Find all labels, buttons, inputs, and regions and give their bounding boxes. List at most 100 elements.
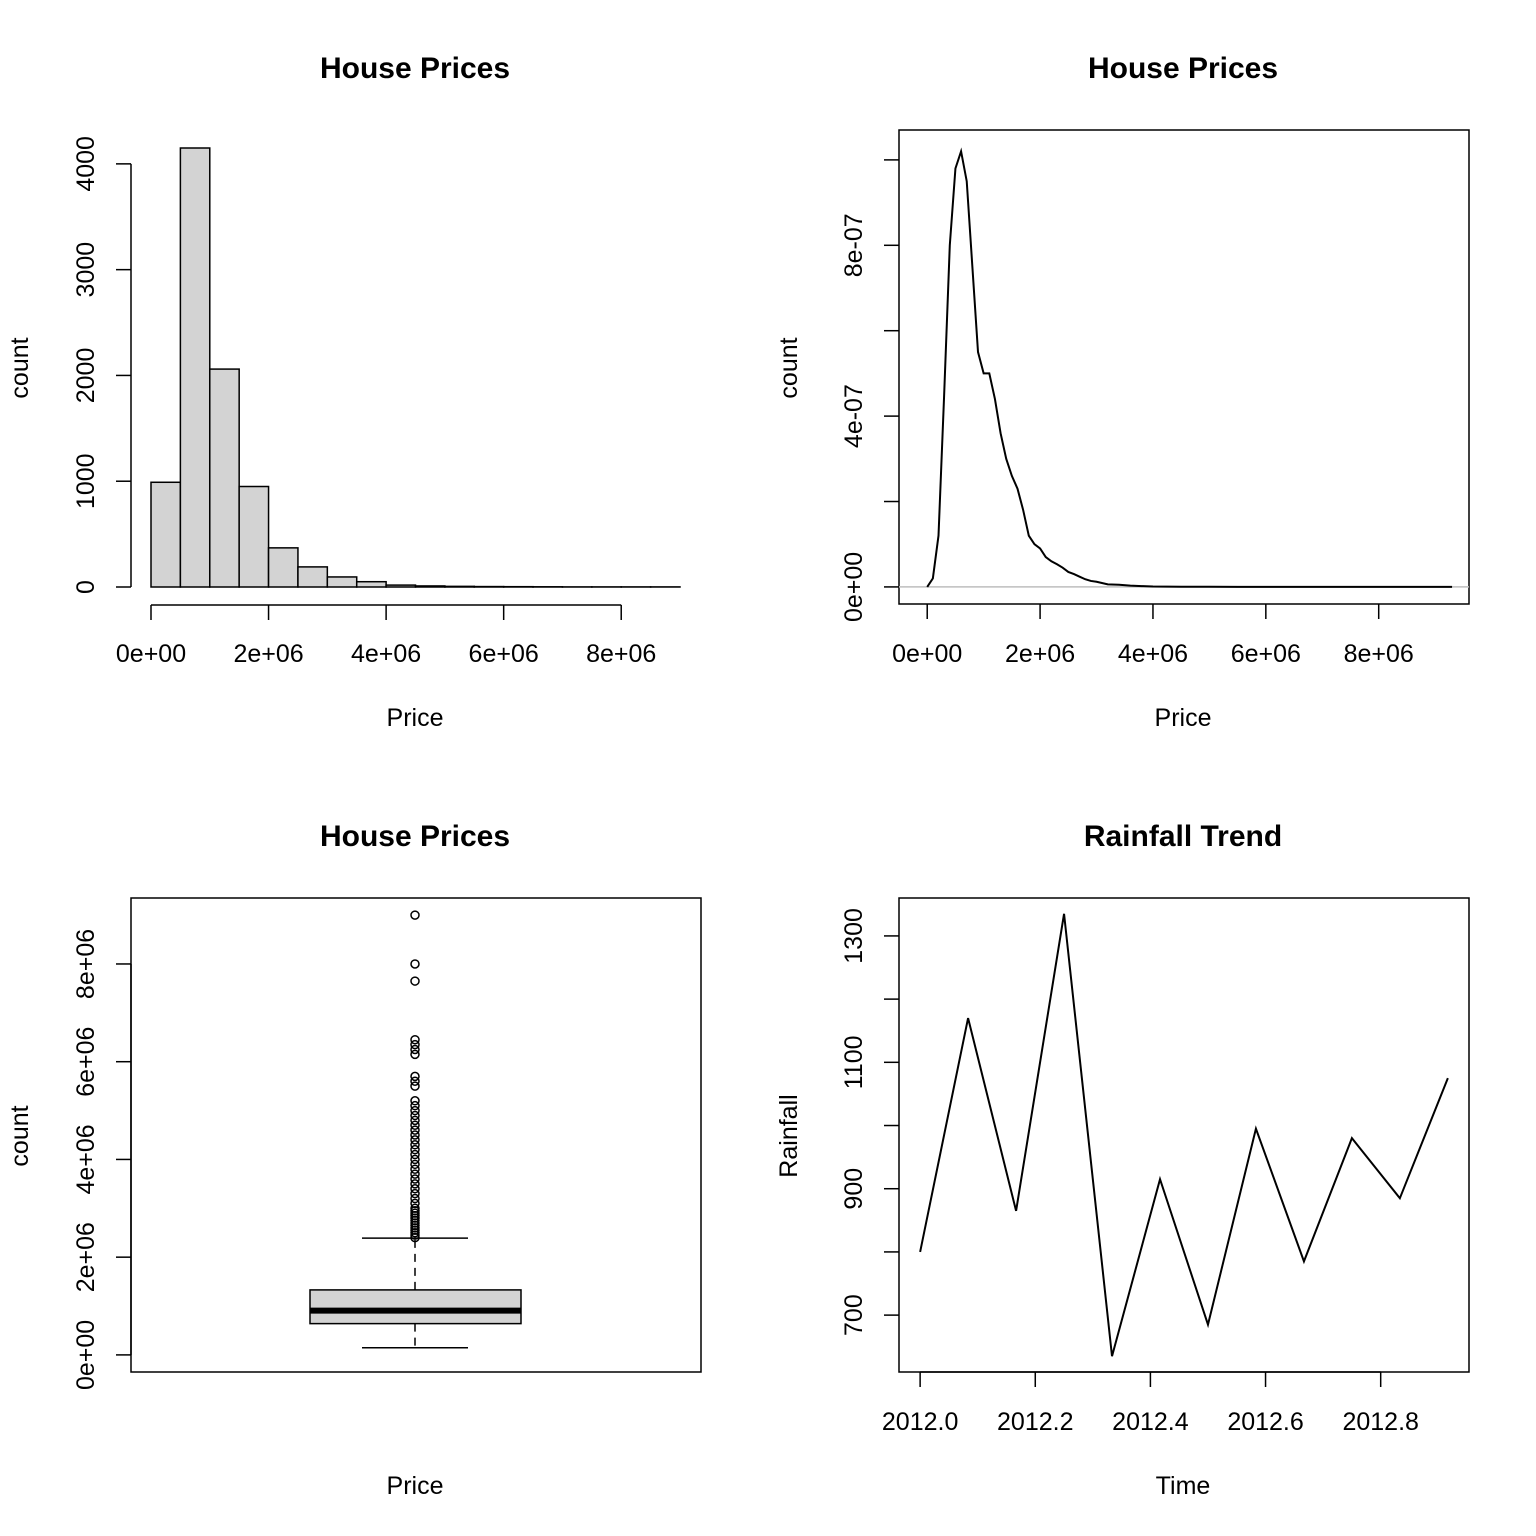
histogram-xlabel: Price: [387, 704, 444, 732]
density-y-axis: 0e+00 4e-07 8e-07: [840, 159, 899, 622]
rainfall-xlabel: Time: [1156, 1472, 1211, 1500]
x-tick-label: 2012.4: [1112, 1408, 1189, 1436]
outlier-point: [410, 1149, 420, 1160]
outlier-point: [410, 1135, 420, 1145]
x-tick-label: 6e+06: [1231, 640, 1301, 668]
y-tick-label: 0e+00: [840, 552, 868, 622]
rainfall-line: [919, 913, 1449, 1357]
histogram-bars: [150, 147, 681, 588]
density-ylabel: count: [775, 337, 803, 398]
y-tick-label: 4e-07: [840, 384, 868, 448]
outlier-point: [410, 1100, 420, 1111]
y-tick-label: 4000: [72, 136, 100, 192]
x-tick-label: 6e+06: [469, 640, 539, 668]
histogram-bar: [444, 585, 476, 588]
boxplot-plot-area: [309, 910, 522, 1349]
density-title: House Prices: [1088, 52, 1278, 85]
x-tick-label: 2012.8: [1342, 1408, 1418, 1436]
outlier-point: [410, 1034, 420, 1045]
x-tick-label: 4e+06: [1118, 640, 1188, 668]
y-tick-label: 1100: [840, 1035, 868, 1089]
outlier-point: [410, 1232, 420, 1243]
boxplot-ylabel: count: [6, 1105, 34, 1166]
outlier-point: [410, 1081, 420, 1091]
outlier-point: [410, 1105, 420, 1116]
rainfall-plot-box: [898, 897, 1470, 1373]
y-tick-label: 0: [72, 580, 100, 594]
x-tick-label: 0e+00: [116, 640, 186, 668]
outlier-point: [410, 1110, 420, 1121]
y-tick-label: 3000: [72, 242, 100, 298]
x-tick-label: 2e+06: [1005, 640, 1075, 668]
rainfall-plot-area: [919, 913, 1449, 1357]
y-tick-label: 8e-07: [840, 213, 868, 277]
density-xlabel: Price: [1155, 704, 1212, 732]
outlier-point: [410, 1076, 420, 1086]
outlier-point: [410, 1193, 420, 1204]
y-tick-label: 2e+06: [72, 1222, 100, 1292]
histogram-bar: [414, 585, 446, 588]
y-tick-label: 700: [840, 1294, 868, 1336]
outlier-point: [410, 1159, 420, 1170]
histogram-bar: [385, 584, 417, 588]
outlier-point: [410, 1188, 420, 1199]
density-x-axis: 0e+00 2e+06 4e+06 6e+06 8e+06: [892, 604, 1414, 668]
histogram-x-axis: 0e+00 2e+06 4e+06 6e+06 8e+06: [116, 604, 656, 668]
outlier-point: [410, 1096, 420, 1106]
histogram-bar: [238, 485, 270, 588]
outlier-point: [410, 1144, 420, 1155]
x-tick-label: 2012.2: [997, 1408, 1073, 1436]
density-plot-area: [899, 147, 1469, 588]
boxplot-xlabel: Price: [387, 1472, 444, 1500]
x-tick-label: 0e+00: [892, 640, 962, 668]
histogram-title: House Prices: [320, 52, 510, 85]
outlier-point: [410, 1174, 420, 1184]
rainfall-x-axis: 2012.0 2012.2 2012.4 2012.6 2012.8: [882, 1371, 1419, 1436]
outlier-point: [410, 1130, 420, 1140]
outlier-point: [410, 959, 420, 969]
histogram-bar: [150, 481, 182, 588]
outlier-point: [410, 1044, 420, 1055]
histogram-bar: [326, 576, 358, 588]
x-tick-label: 8e+06: [586, 640, 656, 668]
outlier-point: [410, 1049, 420, 1060]
y-tick-label: 900: [840, 1168, 868, 1210]
y-tick-label: 1300: [840, 908, 868, 964]
outlier-point: [410, 976, 420, 986]
density-panel: House Prices Price count 0e+00 2e+06 4e+06…: [775, 52, 1470, 732]
histogram-panel: House Prices Price count 0e+00 2e+06 4e+06…: [6, 52, 681, 732]
outlier-point: [410, 1071, 420, 1082]
x-tick-label: 8e+06: [1344, 640, 1414, 668]
rainfall-panel: Rainfall Trend Time Rainfall 2012.0 2012.…: [775, 820, 1470, 1500]
outlier-point: [410, 1169, 420, 1179]
y-tick-label: 0e+00: [72, 1320, 100, 1390]
box: [309, 1289, 522, 1325]
outlier-point: [410, 910, 420, 920]
outlier-point: [410, 1125, 420, 1135]
rainfall-ylabel: Rainfall: [775, 1094, 803, 1177]
rainfall-title: Rainfall Trend: [1084, 820, 1282, 853]
histogram-bar: [209, 368, 240, 588]
outlier-point: [410, 1179, 420, 1189]
density-curve: [926, 147, 1453, 588]
boxplot-y-axis: 0e+00 2e+06 4e+06 6e+06 8e+06: [72, 929, 132, 1390]
histogram-bar: [297, 566, 329, 588]
histogram-bar: [267, 547, 299, 588]
histogram-y-axis: 0 1000 2000 3000 4000: [72, 136, 132, 594]
histogram-bar: [355, 580, 387, 588]
x-tick-label: 2e+06: [233, 640, 303, 668]
y-tick-label: 4e+06: [72, 1124, 100, 1194]
histogram-bar: [179, 147, 211, 588]
y-tick-label: 2000: [72, 348, 100, 404]
x-tick-label: 2012.6: [1227, 1408, 1303, 1436]
outlier-point: [410, 1039, 420, 1050]
outlier-point: [410, 1120, 420, 1130]
histogram-ylabel: count: [6, 337, 34, 398]
outlier-point: [410, 1164, 420, 1174]
x-tick-label: 4e+06: [351, 640, 421, 668]
outlier-point: [410, 1154, 420, 1165]
outlier-point: [410, 1115, 420, 1126]
x-tick-label: 2012.0: [882, 1408, 958, 1436]
y-tick-label: 6e+06: [72, 1027, 100, 1097]
